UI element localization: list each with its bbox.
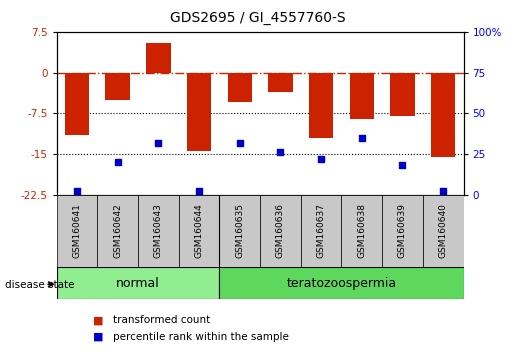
Bar [382,195,423,267]
Point [195,189,203,194]
Text: GSM160637: GSM160637 [317,204,325,258]
Bar [301,195,341,267]
Text: transformed count: transformed count [113,315,211,325]
Text: ■: ■ [93,332,103,342]
Text: GSM160641: GSM160641 [73,204,81,258]
Point [357,135,366,141]
Point [399,162,407,168]
Bar [106,73,130,100]
Bar [57,195,97,267]
Text: GSM160638: GSM160638 [357,204,366,258]
Bar [431,73,455,157]
Point [317,156,325,162]
Text: disease state: disease state [5,280,75,290]
Bar [390,73,415,116]
Point [439,189,447,194]
Text: normal: normal [116,277,160,290]
Text: GSM160643: GSM160643 [154,204,163,258]
Bar [187,73,211,151]
Text: percentile rank within the sample: percentile rank within the sample [113,332,289,342]
Bar [219,195,260,267]
Text: GSM160642: GSM160642 [113,204,122,258]
Bar [341,195,382,267]
Bar [228,73,252,102]
Bar [219,267,464,299]
Point [73,189,81,194]
Bar [138,195,179,267]
Point [236,140,244,145]
Bar [179,195,219,267]
Text: GDS2695 / GI_4557760-S: GDS2695 / GI_4557760-S [169,11,346,25]
Bar [423,195,464,267]
Bar [350,73,374,119]
Bar [57,267,219,299]
Text: GSM160636: GSM160636 [276,204,285,258]
Bar [260,195,301,267]
Bar [309,73,333,138]
Text: GSM160639: GSM160639 [398,204,407,258]
Point [276,149,284,155]
Text: teratozoospermia: teratozoospermia [286,277,397,290]
Bar [146,43,170,73]
Text: GSM160640: GSM160640 [439,204,448,258]
Point [154,140,163,145]
Text: GSM160644: GSM160644 [195,204,203,258]
Bar [268,73,293,92]
Point [113,159,122,165]
Text: GSM160635: GSM160635 [235,204,244,258]
Bar [97,195,138,267]
Text: ■: ■ [93,315,103,325]
Bar [65,73,89,135]
